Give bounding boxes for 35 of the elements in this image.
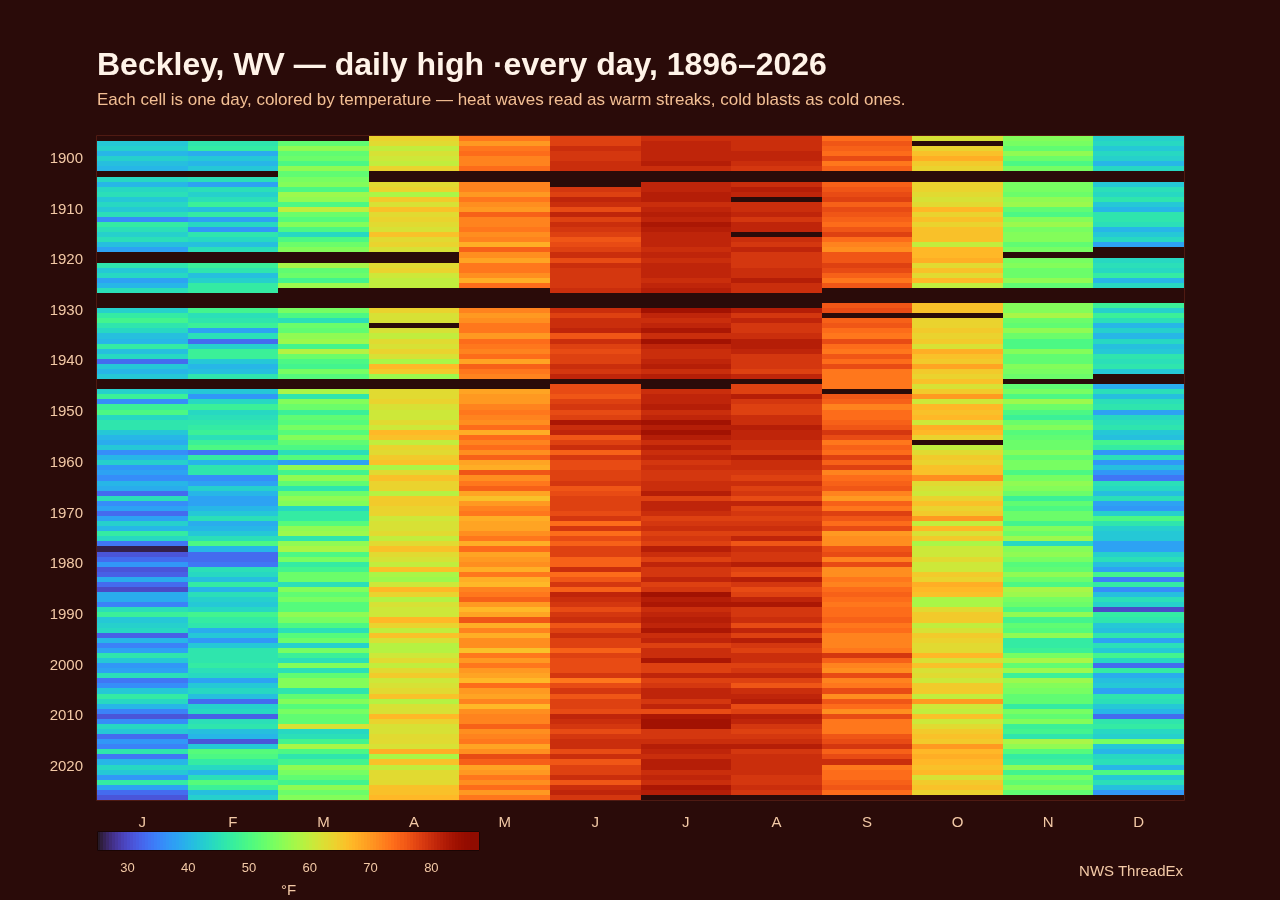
y-tick-label: 1990 [49, 605, 83, 623]
chart-title: Beckley, WV — daily high ·every day, 1896–2026 [97, 45, 827, 84]
x-tick-label: A [409, 813, 420, 831]
x-tick-label: J [138, 813, 147, 831]
y-tick-label: 1900 [49, 148, 83, 166]
y-tick-label: 2010 [49, 706, 83, 724]
color-bar-label: 40 [180, 859, 196, 875]
x-tick-label: S [861, 813, 872, 831]
color-bar-label: 70 [363, 859, 378, 875]
y-tick-label: 1910 [49, 199, 83, 217]
color-bar-label: 50 [241, 859, 257, 875]
x-tick-label: J [682, 813, 690, 831]
x-tick-label: M [317, 813, 330, 831]
y-tick-label: 2020 [49, 757, 83, 775]
y-tick-label: 1960 [49, 452, 83, 470]
y-tick-label: 1930 [49, 300, 83, 318]
chart-subtitle: Each cell is one day, colored by temperature — heat waves read as warm streaks, cold blasts as cold ones. [97, 89, 906, 111]
color-bar-label: 80 [424, 859, 439, 875]
color-bar-title: °F [280, 881, 297, 899]
y-tick-label: 1940 [49, 351, 83, 369]
y-tick-label: 1920 [49, 250, 83, 268]
x-tick-label: N [1042, 813, 1054, 831]
x-tick-label: M [498, 813, 511, 831]
x-tick-label: D [1133, 813, 1145, 831]
y-tick-label: 1970 [49, 503, 83, 521]
x-tick-label: A [771, 813, 782, 831]
text: NWS ThreadEx [1079, 861, 1183, 881]
x-tick-label: O [951, 813, 964, 831]
color-bar-label: 30 [120, 859, 135, 875]
y-tick-label: 2000 [49, 655, 83, 673]
x-tick-label: F [228, 813, 238, 831]
color-bar-label: 60 [302, 859, 318, 875]
y-tick-label: 1980 [49, 554, 83, 572]
y-tick-label: 1950 [49, 402, 83, 420]
x-tick-label: J [591, 813, 599, 831]
